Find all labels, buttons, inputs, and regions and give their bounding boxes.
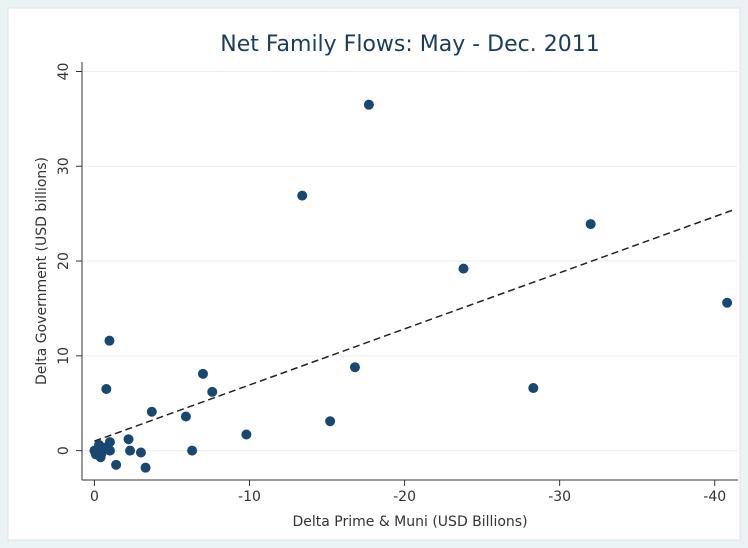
x-tick-label: -20 — [393, 489, 416, 505]
point — [722, 297, 733, 308]
y-tick-label: 20 — [56, 252, 72, 270]
point — [325, 416, 336, 427]
point — [104, 335, 115, 346]
y-tick-label: 30 — [56, 157, 72, 175]
point — [135, 447, 146, 458]
y-tick-label: 0 — [56, 446, 72, 455]
point — [207, 386, 218, 397]
point — [104, 445, 115, 456]
point — [241, 429, 252, 440]
point — [297, 190, 308, 201]
point — [197, 368, 208, 379]
point — [528, 383, 539, 394]
point — [458, 263, 469, 274]
point — [104, 437, 115, 448]
x-tick-label: -40 — [703, 489, 726, 505]
point — [180, 411, 191, 422]
point — [187, 445, 198, 456]
fit-line — [94, 209, 734, 442]
point — [585, 219, 596, 230]
x-axis-title: Delta Prime & Muni (USD Billions) — [292, 514, 527, 530]
point — [363, 99, 374, 110]
point — [140, 462, 151, 473]
y-tick-label: 40 — [56, 63, 72, 81]
point — [349, 362, 360, 373]
point — [101, 384, 112, 395]
point — [125, 445, 136, 456]
chart-title: Net Family Flows: May - Dec. 2011 — [220, 32, 599, 57]
x-tick-label: -10 — [238, 489, 261, 505]
x-tick-label: 0 — [90, 489, 99, 505]
x-tick-label: -30 — [548, 489, 571, 505]
point — [123, 434, 134, 445]
y-axis-title: Delta Government (USD billions) — [34, 157, 50, 385]
point — [146, 406, 157, 417]
point — [96, 448, 107, 459]
y-tick-label: 10 — [56, 347, 72, 365]
point — [111, 459, 122, 470]
